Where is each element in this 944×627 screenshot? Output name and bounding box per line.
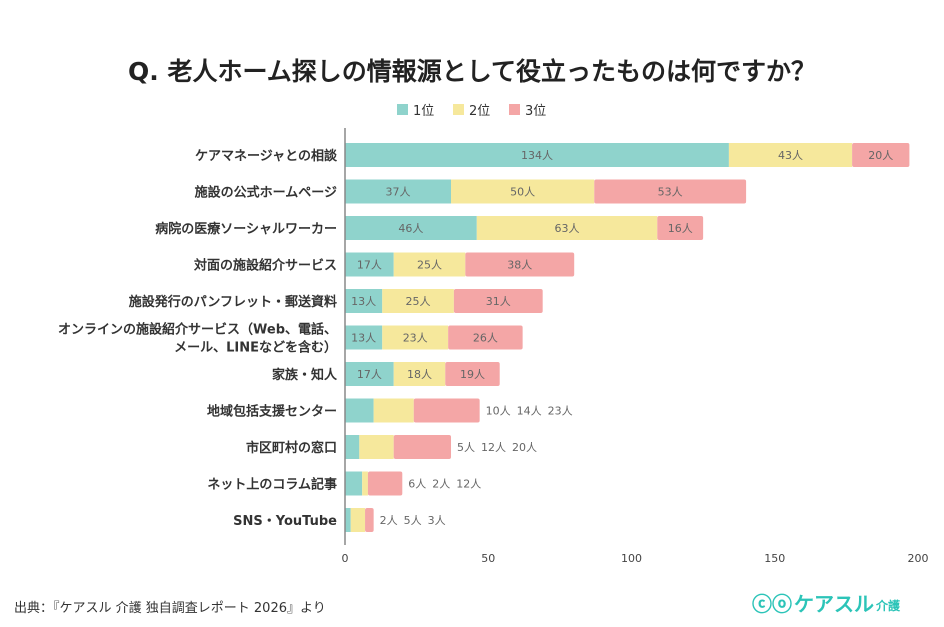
bar-segment [594,179,747,204]
data-label: 20人 [512,441,537,454]
data-label: 6人 [408,478,426,491]
category-label: ケアマネージャとの相談 [195,148,338,164]
bar-segment [382,289,454,313]
source-note: 出典：『ケアスル 介護 独自調査レポート 2026』より [14,601,326,616]
bar-segment [453,289,543,313]
bar-segment [852,143,910,167]
bar-segment [465,252,575,277]
data-label: 12人 [456,478,481,491]
bar-segment [476,216,658,240]
legend-swatch [453,104,464,115]
bar-segment [345,325,383,350]
legend-swatch [509,104,520,115]
data-label: 19人 [460,368,485,381]
data-label: 13人 [351,295,376,308]
data-label: 10人 [486,405,511,418]
data-label: 5人 [457,441,475,454]
data-label: 31人 [486,295,511,308]
category-label: 対面の施設紹介サービス [193,258,337,274]
data-label: 38人 [507,259,532,272]
bar-segment [345,289,383,313]
bar-segment [382,325,449,350]
data-label: 20人 [868,149,893,162]
data-label: 12人 [481,441,506,454]
data-label: 13人 [351,332,376,345]
bar-segment [359,435,394,459]
legend-label: 2位 [469,104,490,119]
data-label: 16人 [668,222,693,235]
bar-segment [373,398,414,423]
category-label: 病院の医療ソーシャルワーカー [155,221,337,237]
data-label: 2人 [432,478,450,491]
category-label: 市区町村の窓口 [246,440,337,456]
data-label: 63人 [555,222,580,235]
bar-segment [345,179,452,204]
data-label: 46人 [398,222,423,235]
category-label: オンラインの施設紹介サービス（Web、電話、 [58,322,337,338]
logo-icon: ⓒⓞ [752,592,792,616]
legend-label: 3位 [525,104,546,119]
legend-label: 1位 [413,104,434,119]
data-label: 134人 [521,149,553,162]
data-label: 25人 [417,259,442,272]
legend-swatch [397,104,408,115]
bar-segment [445,362,500,386]
category-label: SNS・YouTube [233,514,337,529]
bar-segment [393,435,452,459]
bar-segment [345,252,394,277]
category-label: 施設発行のパンフレット・郵送資料 [129,294,337,310]
x-tick-label: 0 [342,552,349,565]
data-label: 18人 [407,368,432,381]
bar-segment [393,362,446,386]
data-label: 3人 [428,514,446,527]
bar-segment [345,143,729,167]
bar-segment [362,471,368,496]
data-label: 5人 [404,514,422,527]
category-label: 家族・知人 [272,367,338,383]
bar-segment [413,398,480,423]
data-label: 23人 [548,405,573,418]
bar-segment [345,216,477,240]
bar-segment [345,362,394,386]
bar-segment [393,252,466,277]
bar-segment [728,143,853,167]
bar-segment [345,471,363,496]
category-label: メール、LINEなどを含む） [174,340,337,356]
logo-text: ケアスル [794,592,874,616]
logo: ⓒⓞ ケアスル 介護 [752,588,900,617]
bar-segment [451,179,595,204]
data-label: 25人 [406,295,431,308]
bar-segment [350,508,366,532]
chart-title: Q. 老人ホーム探しの情報源として役立ったものは何ですか？ [128,57,816,86]
category-label: 地域包括支援センター [207,404,337,420]
data-label: 23人 [403,332,428,345]
bar-segment [345,508,351,532]
category-label: 施設の公式ホームページ [195,185,337,201]
data-label: 2人 [380,514,398,527]
data-label: 17人 [357,259,382,272]
bar-segment [657,216,704,240]
x-tick-label: 100 [621,552,642,565]
bar-segment [365,508,374,532]
data-label: 50人 [510,186,535,199]
bar-segment [345,398,374,423]
data-label: 37人 [386,186,411,199]
x-tick-label: 50 [481,552,495,565]
x-tick-label: 200 [908,552,929,565]
data-label: 43人 [778,149,803,162]
bar-segment [367,471,403,496]
data-label: 26人 [473,332,498,345]
category-label: ネット上のコラム記事 [207,477,337,493]
data-label: 17人 [357,368,382,381]
bar-segment [345,435,360,459]
data-label: 14人 [517,405,542,418]
bar-segment [448,325,523,350]
data-label: 53人 [658,186,683,199]
x-tick-label: 150 [764,552,785,565]
logo-sub: 介護 [876,599,901,613]
